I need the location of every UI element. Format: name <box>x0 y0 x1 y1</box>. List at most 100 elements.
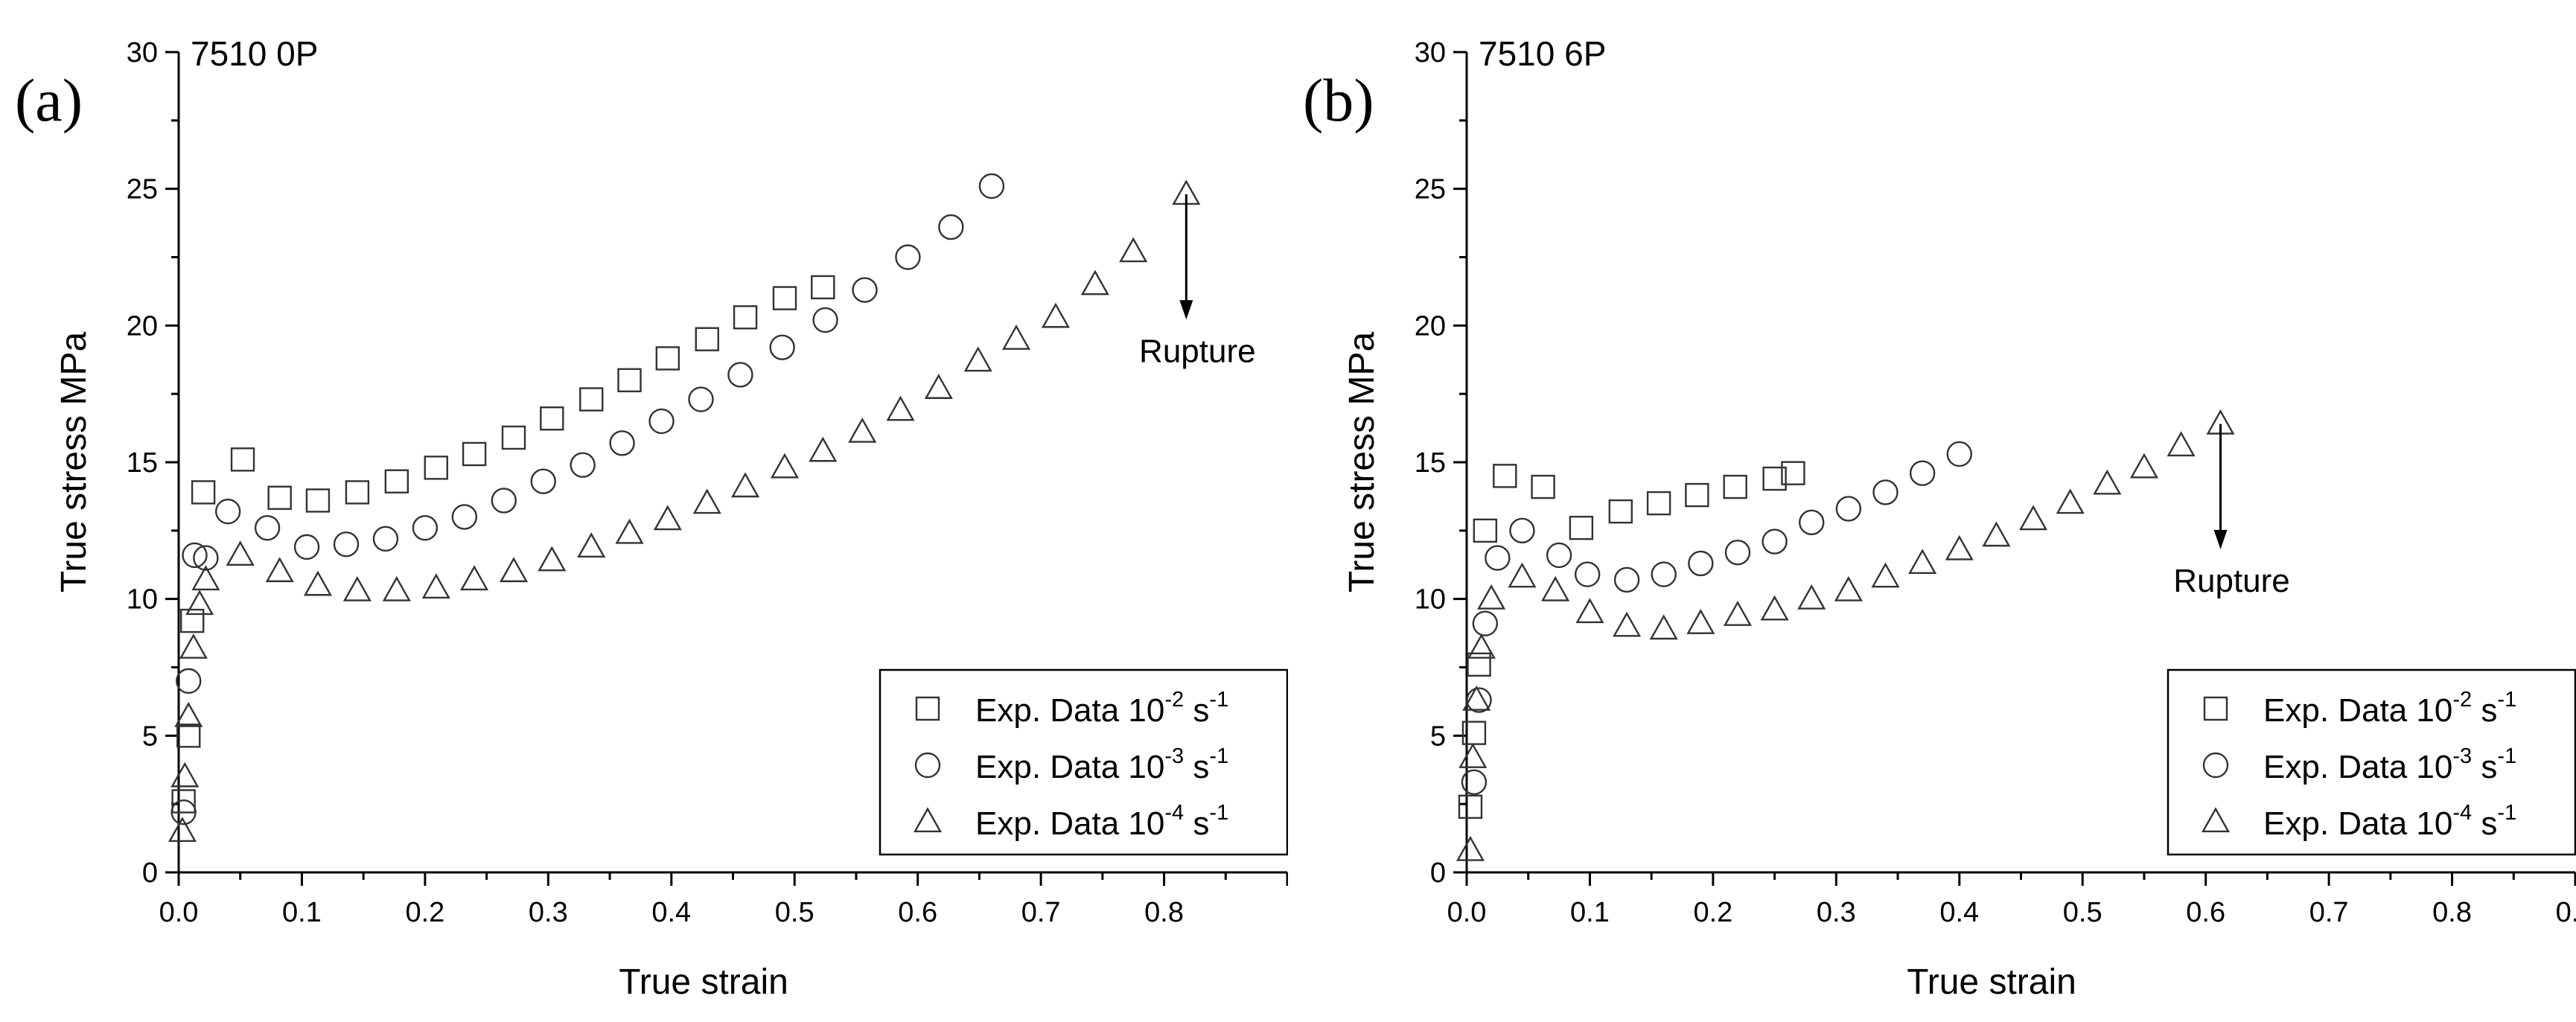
legend-unit-exponent: -1 <box>1209 688 1228 712</box>
x-tick-label: 0.6 <box>2186 897 2225 928</box>
y-tick-label: 15 <box>127 447 158 479</box>
legend-base: Exp. Data 10 <box>2263 692 2452 729</box>
data-point-square <box>1723 474 1747 499</box>
series-triangle <box>168 179 1201 843</box>
series-square <box>1458 461 1805 820</box>
legend-base: Exp. Data 10 <box>975 692 1164 729</box>
data-point-triangle <box>185 590 214 616</box>
legend-marker-circle <box>914 752 941 779</box>
x-axis-label: True strain <box>1907 962 2076 1002</box>
x-tick-label: 0.4 <box>651 897 691 928</box>
legend-unit-exponent: -1 <box>2497 744 2516 768</box>
rupture-annotation: Rupture <box>1139 194 1256 369</box>
legend-marker-circle <box>2202 752 2229 779</box>
x-tick-label: 0.0 <box>1447 897 1487 928</box>
data-point-triangle <box>2018 505 2048 531</box>
y-tick-label: 25 <box>127 174 158 205</box>
data-point-square <box>462 441 487 467</box>
data-point-square <box>1473 518 1498 543</box>
data-point-triangle <box>170 761 200 788</box>
legend-exponent: -4 <box>2452 801 2472 825</box>
x-tick-label: 0.5 <box>2063 897 2102 928</box>
y-tick-label: 5 <box>142 721 158 752</box>
data-point-square <box>384 469 409 494</box>
data-point-circle <box>1472 610 1499 636</box>
data-point-circle <box>293 534 320 560</box>
y-tick-label: 20 <box>1415 310 1446 342</box>
chart-b-svg: 0.0 0.1 0.2 0.3 0.4 0.5 0.6 0.7 0.8 0.9 0 5 10 15 20 25… <box>1342 34 2576 1002</box>
data-point-triangle <box>1723 601 1753 626</box>
data-point-triangle <box>1456 835 1485 861</box>
y-tick-label: 5 <box>1430 721 1446 752</box>
data-point-triangle <box>963 346 992 372</box>
legend: Exp. Data 10-2 s-1 Exp. Data 10-3 s-1 Exp.… <box>2167 668 2576 856</box>
legend-entry-triangle: Exp. Data 10-4 s-1 <box>2263 801 2516 842</box>
panel-label: (a) <box>15 66 83 134</box>
data-point-circle <box>1946 441 1972 467</box>
data-point-triangle <box>1613 611 1642 637</box>
data-point-square <box>1685 482 1709 508</box>
data-point-triangle <box>1945 534 1974 560</box>
legend-unit: s <box>2472 749 2497 785</box>
series-circle <box>1461 441 1972 795</box>
x-tick-label: 0.3 <box>529 897 568 928</box>
x-tick-label: 0.0 <box>159 897 199 928</box>
data-point-square <box>695 327 719 351</box>
panel-label: (b) <box>1303 66 1374 134</box>
data-point-triangle <box>730 472 760 498</box>
y-tick-label: 10 <box>1415 584 1446 616</box>
data-point-triangle <box>1797 584 1826 610</box>
data-point-circle <box>852 277 878 303</box>
data-point-triangle <box>538 546 567 572</box>
data-point-square <box>1646 491 1671 516</box>
data-point-triangle <box>1458 743 1488 768</box>
series-square <box>171 275 835 814</box>
legend-base: Exp. Data 10 <box>2263 805 2452 842</box>
chart-title: 7510 6P <box>1479 34 1606 73</box>
data-point-square <box>811 275 835 300</box>
data-point-circle <box>609 430 635 456</box>
x-tick-label: 0.3 <box>1817 897 1856 928</box>
data-point-triangle <box>342 575 372 601</box>
legend-unit: s <box>1184 749 1209 785</box>
data-point-triangle <box>1686 609 1715 634</box>
x-tick-label: 0.7 <box>1021 897 1061 928</box>
data-point-square <box>617 368 642 392</box>
legend-exponent: -2 <box>1164 688 1184 712</box>
data-point-circle <box>895 244 921 270</box>
data-point-circle <box>648 408 675 435</box>
data-point-square <box>1569 515 1594 540</box>
data-point-triangle <box>1575 598 1604 624</box>
annotation-arrowhead <box>2213 529 2228 549</box>
data-point-square <box>655 346 680 371</box>
data-point-triangle <box>265 557 294 583</box>
y-tick-label: 0 <box>142 857 158 889</box>
data-point-triangle <box>692 488 721 514</box>
data-point-triangle <box>179 633 208 659</box>
legend-entry-triangle: Exp. Data 10-4 s-1 <box>975 801 1228 842</box>
data-point-circle <box>1872 479 1898 505</box>
legend-entry-square: Exp. Data 10-2 s-1 <box>2263 688 2516 729</box>
x-tick-label: 0.6 <box>898 897 937 928</box>
data-point-triangle <box>577 532 606 558</box>
data-point-circle <box>1688 550 1714 577</box>
data-point-triangle <box>615 518 644 544</box>
data-point-triangle <box>1508 562 1537 588</box>
y-axis-label: True stress MPa <box>54 332 94 593</box>
data-point-triangle <box>1834 575 1863 601</box>
legend-unit: s <box>1184 692 1209 729</box>
annotation-label: Rupture <box>1139 333 1256 369</box>
x-tick-label: 0.2 <box>1693 897 1732 928</box>
data-point-triangle <box>1760 595 1789 621</box>
data-point-triangle <box>303 570 333 596</box>
data-point-triangle <box>2167 431 2196 457</box>
data-point-triangle <box>1477 584 1506 610</box>
annotation-arrowhead <box>1179 300 1193 320</box>
data-point-triangle <box>2056 488 2085 514</box>
data-point-triangle <box>1001 325 1031 350</box>
data-point-triangle <box>460 565 489 591</box>
data-point-circle <box>333 531 360 558</box>
legend-entry-circle: Exp. Data 10-3 s-1 <box>2263 744 2516 785</box>
annotation-label: Rupture <box>2173 563 2290 599</box>
